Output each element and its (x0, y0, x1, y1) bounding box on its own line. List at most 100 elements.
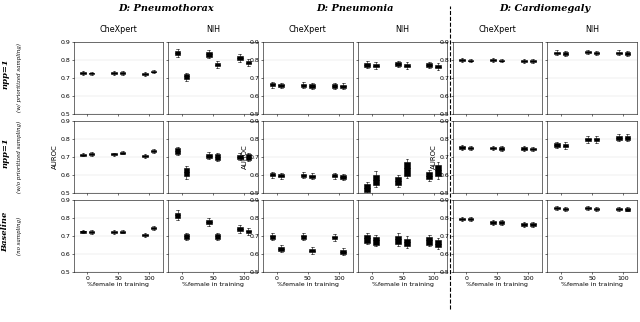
PathPatch shape (616, 208, 621, 210)
Text: npp=1: npp=1 (1, 138, 9, 168)
PathPatch shape (373, 64, 379, 67)
PathPatch shape (332, 174, 337, 177)
PathPatch shape (554, 52, 559, 54)
PathPatch shape (459, 146, 465, 149)
PathPatch shape (585, 51, 591, 53)
PathPatch shape (332, 236, 337, 239)
Text: D: Pneumonia: D: Pneumonia (316, 4, 394, 13)
PathPatch shape (332, 84, 337, 88)
PathPatch shape (301, 235, 307, 239)
PathPatch shape (396, 236, 401, 244)
PathPatch shape (490, 221, 496, 224)
PathPatch shape (80, 154, 86, 156)
PathPatch shape (426, 237, 432, 245)
PathPatch shape (237, 227, 243, 231)
PathPatch shape (120, 72, 125, 74)
PathPatch shape (111, 153, 116, 155)
PathPatch shape (490, 147, 496, 149)
PathPatch shape (111, 72, 116, 74)
PathPatch shape (468, 218, 474, 220)
PathPatch shape (340, 250, 346, 253)
PathPatch shape (184, 234, 189, 239)
PathPatch shape (625, 52, 630, 55)
PathPatch shape (175, 51, 180, 55)
PathPatch shape (404, 64, 410, 67)
PathPatch shape (373, 175, 379, 185)
PathPatch shape (278, 247, 284, 251)
PathPatch shape (426, 63, 432, 67)
PathPatch shape (175, 148, 180, 154)
PathPatch shape (499, 147, 504, 150)
PathPatch shape (490, 59, 496, 61)
PathPatch shape (585, 137, 591, 141)
PathPatch shape (269, 235, 275, 239)
Y-axis label: AUROC: AUROC (52, 145, 58, 169)
PathPatch shape (120, 152, 125, 154)
Text: (no sampling): (no sampling) (17, 217, 22, 255)
PathPatch shape (80, 72, 86, 74)
Text: CheXpert: CheXpert (99, 25, 137, 34)
PathPatch shape (396, 177, 401, 185)
PathPatch shape (468, 60, 474, 62)
PathPatch shape (468, 147, 474, 149)
PathPatch shape (563, 208, 568, 210)
PathPatch shape (404, 239, 410, 246)
Text: NIH: NIH (396, 25, 410, 34)
Text: D: Pneumothorax: D: Pneumothorax (118, 4, 214, 13)
X-axis label: %female in training: %female in training (372, 282, 433, 287)
PathPatch shape (530, 60, 536, 62)
Text: NIH: NIH (585, 25, 599, 34)
Text: (w/ prioritized sampling): (w/ prioritized sampling) (17, 43, 22, 112)
Y-axis label: AUROC: AUROC (242, 145, 248, 169)
PathPatch shape (175, 213, 180, 219)
PathPatch shape (435, 165, 441, 176)
X-axis label: %female in training: %female in training (467, 282, 528, 287)
PathPatch shape (237, 155, 243, 159)
PathPatch shape (340, 175, 346, 179)
PathPatch shape (120, 231, 125, 233)
X-axis label: %female in training: %female in training (277, 282, 339, 287)
PathPatch shape (459, 59, 465, 61)
PathPatch shape (435, 65, 441, 68)
Y-axis label: AUROC: AUROC (431, 145, 437, 169)
PathPatch shape (521, 223, 527, 226)
PathPatch shape (530, 223, 536, 226)
Text: NIH: NIH (206, 25, 220, 34)
PathPatch shape (184, 74, 189, 79)
PathPatch shape (340, 85, 346, 88)
PathPatch shape (530, 148, 536, 150)
PathPatch shape (563, 52, 568, 55)
PathPatch shape (521, 147, 527, 150)
PathPatch shape (301, 84, 307, 87)
PathPatch shape (278, 174, 284, 177)
PathPatch shape (373, 237, 379, 245)
PathPatch shape (214, 234, 220, 239)
PathPatch shape (426, 172, 432, 179)
PathPatch shape (435, 240, 441, 247)
PathPatch shape (625, 208, 630, 211)
PathPatch shape (269, 83, 275, 86)
PathPatch shape (246, 230, 252, 233)
PathPatch shape (499, 221, 504, 224)
PathPatch shape (151, 71, 156, 72)
PathPatch shape (142, 234, 148, 236)
PathPatch shape (521, 60, 527, 62)
PathPatch shape (594, 52, 599, 54)
Text: Baseline: Baseline (1, 212, 9, 252)
PathPatch shape (246, 61, 252, 64)
PathPatch shape (237, 56, 243, 60)
PathPatch shape (184, 168, 189, 176)
PathPatch shape (309, 175, 315, 178)
PathPatch shape (404, 162, 410, 176)
PathPatch shape (364, 235, 370, 242)
PathPatch shape (459, 218, 465, 220)
PathPatch shape (89, 231, 94, 233)
PathPatch shape (214, 155, 220, 160)
PathPatch shape (278, 84, 284, 87)
PathPatch shape (206, 220, 211, 224)
PathPatch shape (142, 155, 148, 157)
Text: (w/o prioritized sampling): (w/o prioritized sampling) (17, 121, 22, 193)
PathPatch shape (206, 52, 211, 57)
PathPatch shape (594, 137, 599, 141)
PathPatch shape (625, 136, 630, 140)
